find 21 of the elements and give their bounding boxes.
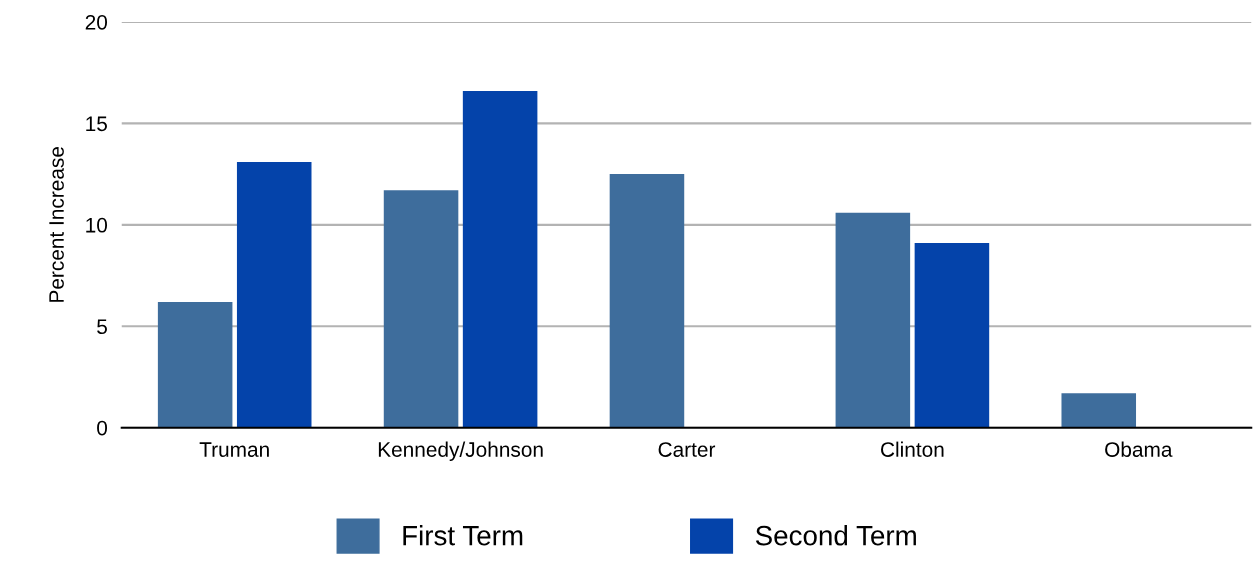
bar xyxy=(236,161,312,428)
y-tick-label: 15 xyxy=(86,116,107,132)
y-axis-title: Percent Increase xyxy=(49,147,64,302)
y-tick-label: 5 xyxy=(97,319,107,335)
bar xyxy=(462,90,538,428)
bar xyxy=(383,190,459,428)
legend-label: Second Term xyxy=(755,525,916,546)
bar xyxy=(835,212,911,428)
x-tick-label: Clinton xyxy=(881,441,944,457)
legend-label: First Term xyxy=(403,525,523,546)
y-tick-label: 20 xyxy=(85,14,108,30)
y-tick-label: 0 xyxy=(97,420,108,436)
bar xyxy=(157,301,233,428)
x-tick-label: Carter xyxy=(658,442,716,457)
x-tick-label: Truman xyxy=(199,442,269,457)
y-tick-label: 10 xyxy=(86,217,108,233)
x-tick-label: Obama xyxy=(1105,441,1173,457)
bar xyxy=(914,243,990,428)
bar xyxy=(1061,393,1137,428)
bar xyxy=(609,174,685,428)
x-tick-label: Kennedy/Johnson xyxy=(378,441,543,462)
